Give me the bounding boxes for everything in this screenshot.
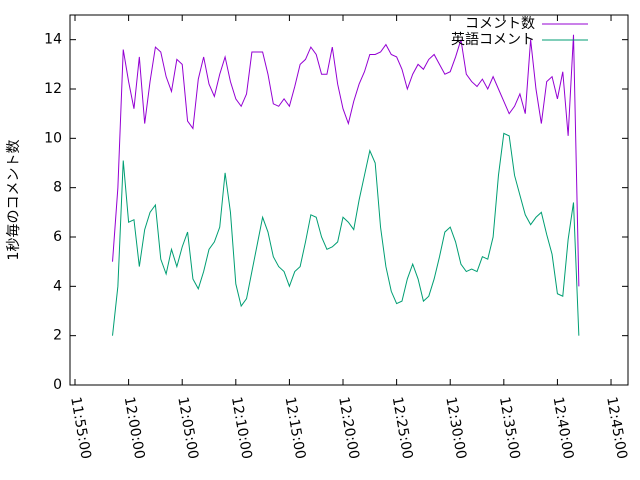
x-tick-label: 12:15:00 (282, 396, 309, 461)
y-tick-label: 8 (53, 180, 62, 196)
y-tick-label: 2 (53, 328, 62, 344)
legend-label: 英語コメント (451, 31, 535, 48)
x-tick-label: 12:00:00 (121, 396, 148, 461)
y-axis-label: 1秒毎のコメント数 (6, 140, 22, 261)
series-line (112, 132, 580, 336)
x-tick-label: 12:35:00 (496, 396, 523, 461)
y-tick-label: 10 (44, 130, 62, 146)
x-tick-label: 12:25:00 (389, 396, 416, 461)
y-tick-label: 12 (44, 81, 62, 97)
y-tick-label: 6 (53, 229, 62, 245)
x-tick-label: 12:30:00 (442, 396, 469, 461)
y-tick-label: 0 (53, 377, 62, 393)
x-tick-label: 12:40:00 (550, 396, 577, 461)
legend-label: コメント数 (465, 16, 535, 32)
x-tick-label: 12:10:00 (228, 396, 255, 461)
x-tick-label: 12:05:00 (174, 396, 201, 461)
y-tick-label: 14 (44, 32, 62, 48)
x-tick-label: 12:45:00 (603, 396, 630, 461)
plot-frame (69, 14, 629, 386)
x-tick-label: 12:20:00 (335, 396, 362, 461)
y-tick-label: 4 (53, 278, 62, 294)
x-tick-label: 11:55:00 (67, 396, 94, 461)
series-line (112, 34, 580, 287)
